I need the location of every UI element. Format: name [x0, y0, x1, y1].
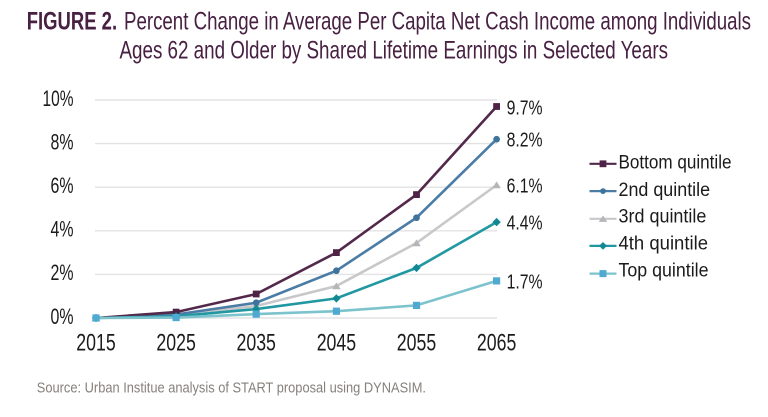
- svg-text:2025: 2025: [156, 329, 195, 356]
- svg-text:2045: 2045: [317, 329, 356, 356]
- svg-text:4th quintile: 4th quintile: [619, 233, 709, 255]
- svg-text:2035: 2035: [237, 329, 276, 356]
- svg-text:FIGURE 2.: FIGURE 2.: [27, 7, 117, 35]
- svg-text:4.4%: 4.4%: [507, 212, 543, 235]
- svg-text:2055: 2055: [397, 329, 436, 356]
- svg-text:8.2%: 8.2%: [507, 129, 543, 152]
- svg-text:2065: 2065: [477, 329, 516, 356]
- svg-text:Bottom quintile: Bottom quintile: [619, 152, 732, 174]
- svg-text:2015: 2015: [76, 329, 115, 356]
- svg-text:Ages 62 and Older by Shared Li: Ages 62 and Older by Shared Lifetime Ear…: [120, 37, 669, 65]
- svg-text:1.7%: 1.7%: [507, 271, 543, 294]
- svg-text:Top quintile: Top quintile: [619, 259, 709, 281]
- svg-text:Percent Change in Average Per: Percent Change in Average Per Capita Net…: [124, 7, 751, 35]
- svg-text:0%: 0%: [51, 304, 74, 329]
- svg-text:2%: 2%: [51, 260, 74, 285]
- svg-text:6%: 6%: [51, 173, 74, 198]
- svg-text:8%: 8%: [51, 129, 74, 154]
- svg-text:6.1%: 6.1%: [507, 175, 543, 198]
- svg-text:9.7%: 9.7%: [507, 97, 543, 120]
- svg-text:10%: 10%: [43, 86, 74, 111]
- svg-text:4%: 4%: [51, 217, 74, 242]
- svg-text:3rd quintile: 3rd quintile: [619, 205, 707, 227]
- svg-text:Source: Urban Institue analysi: Source: Urban Institue analysis of START…: [37, 380, 426, 396]
- svg-text:2nd quintile: 2nd quintile: [619, 179, 711, 201]
